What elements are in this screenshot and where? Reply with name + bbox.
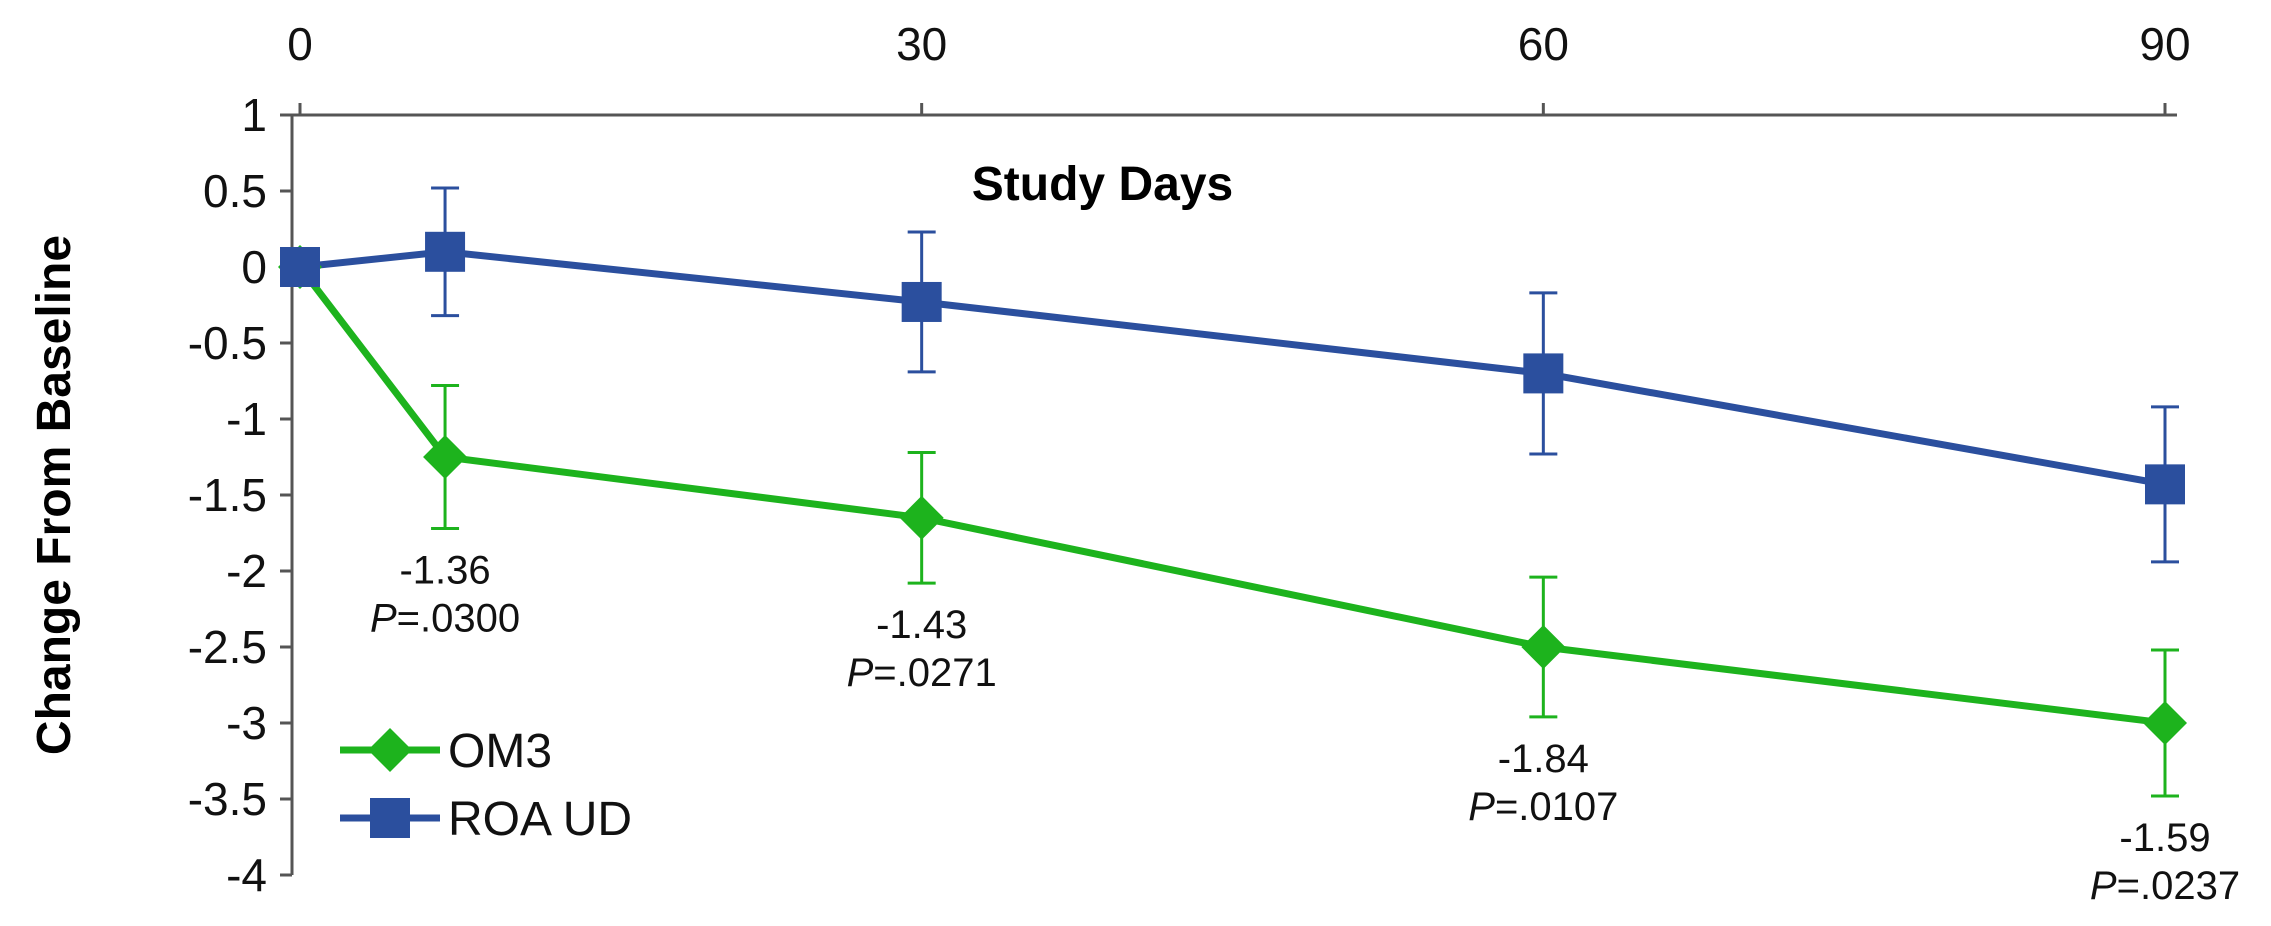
markers-roa-ud — [280, 231, 2185, 505]
p-number: =.0237 — [2117, 864, 2240, 908]
y-tick-label: 1 — [241, 89, 267, 141]
p-label: P — [1468, 785, 1495, 829]
y-tick-label: -2.5 — [188, 621, 267, 673]
annotation-difference: -1.36 — [399, 548, 490, 592]
series-om3 — [297, 264, 2179, 798]
annotation-p-value: P=.0107 — [1468, 785, 1618, 829]
legend-label: ROA UD — [448, 793, 632, 846]
data-point-square — [1523, 353, 1564, 394]
y-tick-label: -3.5 — [188, 773, 267, 825]
annotation-difference: -1.84 — [1498, 737, 1589, 781]
data-point-diamond — [2143, 701, 2187, 745]
annotation-p-value: P=.0237 — [2090, 864, 2240, 908]
y-tick-label: -0.5 — [188, 317, 267, 369]
data-point-diamond — [899, 495, 944, 540]
y-tick-label: -2 — [226, 545, 267, 597]
series-layer — [278, 186, 2187, 798]
data-point-square — [280, 247, 320, 287]
x-tick-label: 30 — [896, 18, 947, 70]
legend-item: ROA UD — [340, 793, 632, 846]
data-point-diamond — [368, 728, 412, 772]
series-roa-ud — [299, 186, 2179, 564]
legend-item: OM3 — [340, 725, 552, 778]
x-tick-label: 90 — [2139, 18, 2190, 70]
p-number: =.0271 — [873, 651, 996, 695]
y-tick-label: -4 — [226, 849, 267, 901]
data-point-diamond — [423, 435, 468, 479]
y-tick-label: -3 — [226, 697, 267, 749]
legend-label: OM3 — [448, 725, 552, 778]
y-axis-title: Change From Baseline — [28, 235, 81, 755]
y-tick-label: 0.5 — [203, 165, 267, 217]
data-point-square — [370, 798, 410, 838]
data-point-diamond — [1521, 625, 1566, 669]
y-tick-label: -1.5 — [188, 469, 267, 521]
data-point-square — [425, 231, 466, 272]
data-point-square — [2145, 464, 2185, 505]
y-tick-label: 0 — [241, 241, 267, 293]
data-point-square — [901, 281, 942, 322]
x-tick-label: 0 — [287, 18, 313, 70]
series-line — [299, 248, 2166, 488]
annotation-difference: -1.43 — [876, 603, 967, 647]
p-number: =.0107 — [1495, 785, 1618, 829]
p-label: P — [370, 596, 397, 640]
p-label: P — [2090, 864, 2117, 908]
markers-om3 — [278, 245, 2187, 745]
annotation-p-value: P=.0300 — [370, 596, 520, 640]
y-tick-label: -1 — [226, 393, 267, 445]
p-number: =.0300 — [397, 596, 520, 640]
annotation-p-value: P=.0271 — [847, 651, 997, 695]
x-tick-label: 60 — [1518, 18, 1569, 70]
x-axis-title: Study Days — [972, 158, 1233, 211]
p-label: P — [847, 651, 874, 695]
legend: OM3 ROA UD — [340, 725, 632, 846]
annotation-difference: -1.59 — [2119, 816, 2210, 860]
axes: 1 0.5 0 -0.5 -1 -1.5 -2 -2.5 -3 -3.5 -4 0 30 60 90 Stud… — [28, 18, 2191, 901]
annotations: -1.36P=.0300 -1.43P=.0271-1.84P=.0107-1.5… — [370, 548, 2240, 908]
